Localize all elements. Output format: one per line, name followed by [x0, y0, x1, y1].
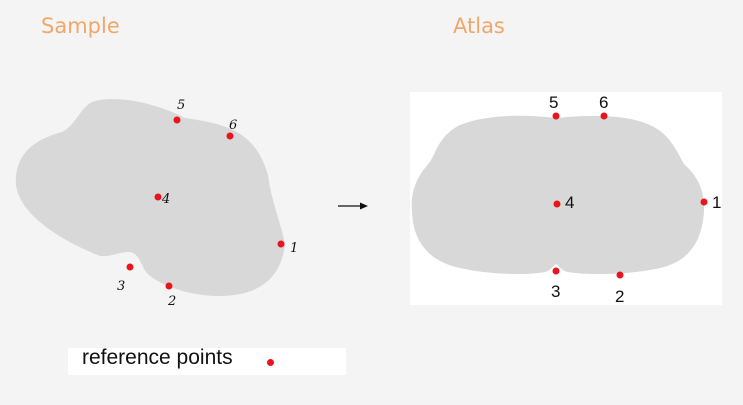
atlas-point-2	[616, 271, 624, 279]
legend-point-icon	[267, 359, 274, 366]
sample-label-2: 2	[167, 294, 176, 309]
atlas-title: Atlas	[453, 14, 505, 38]
sample-point-5	[173, 116, 181, 124]
sample-point-3	[126, 263, 134, 271]
sample-point-6	[226, 132, 234, 140]
atlas-label-6: 6	[599, 93, 608, 112]
sample-point-2	[165, 282, 173, 290]
sample-label-4: 4	[161, 192, 170, 207]
right-arrow-icon	[338, 202, 368, 210]
legend: reference points	[68, 346, 346, 375]
sample-point-1	[277, 240, 285, 248]
atlas-label-4: 4	[565, 193, 574, 212]
atlas-point-1	[700, 198, 708, 206]
atlas-points	[552, 112, 708, 279]
atlas-point-6	[600, 112, 608, 120]
sample-points	[126, 116, 285, 290]
sample-point-labels: 1 2 3 4 5 6	[117, 98, 298, 309]
atlas-label-5: 5	[549, 93, 558, 112]
sample-label-5: 5	[177, 98, 185, 113]
atlas-point-4	[553, 200, 561, 208]
atlas-shape	[411, 115, 705, 275]
atlas-label-2: 2	[615, 287, 624, 306]
atlas-label-1: 1	[712, 193, 721, 212]
atlas-point-5	[552, 112, 560, 120]
sample-point-4	[154, 193, 162, 201]
atlas-label-3: 3	[551, 282, 560, 301]
atlas-point-3	[552, 267, 560, 275]
legend-label: reference points	[82, 346, 233, 369]
sample-label-6: 6	[229, 118, 237, 133]
sample-shape	[15, 98, 285, 296]
atlas-point-labels: 1 2 3 4 5 6	[549, 93, 721, 306]
sample-label-3: 3	[117, 279, 125, 294]
sample-label-1: 1	[290, 241, 298, 256]
sample-title: Sample	[41, 14, 120, 38]
